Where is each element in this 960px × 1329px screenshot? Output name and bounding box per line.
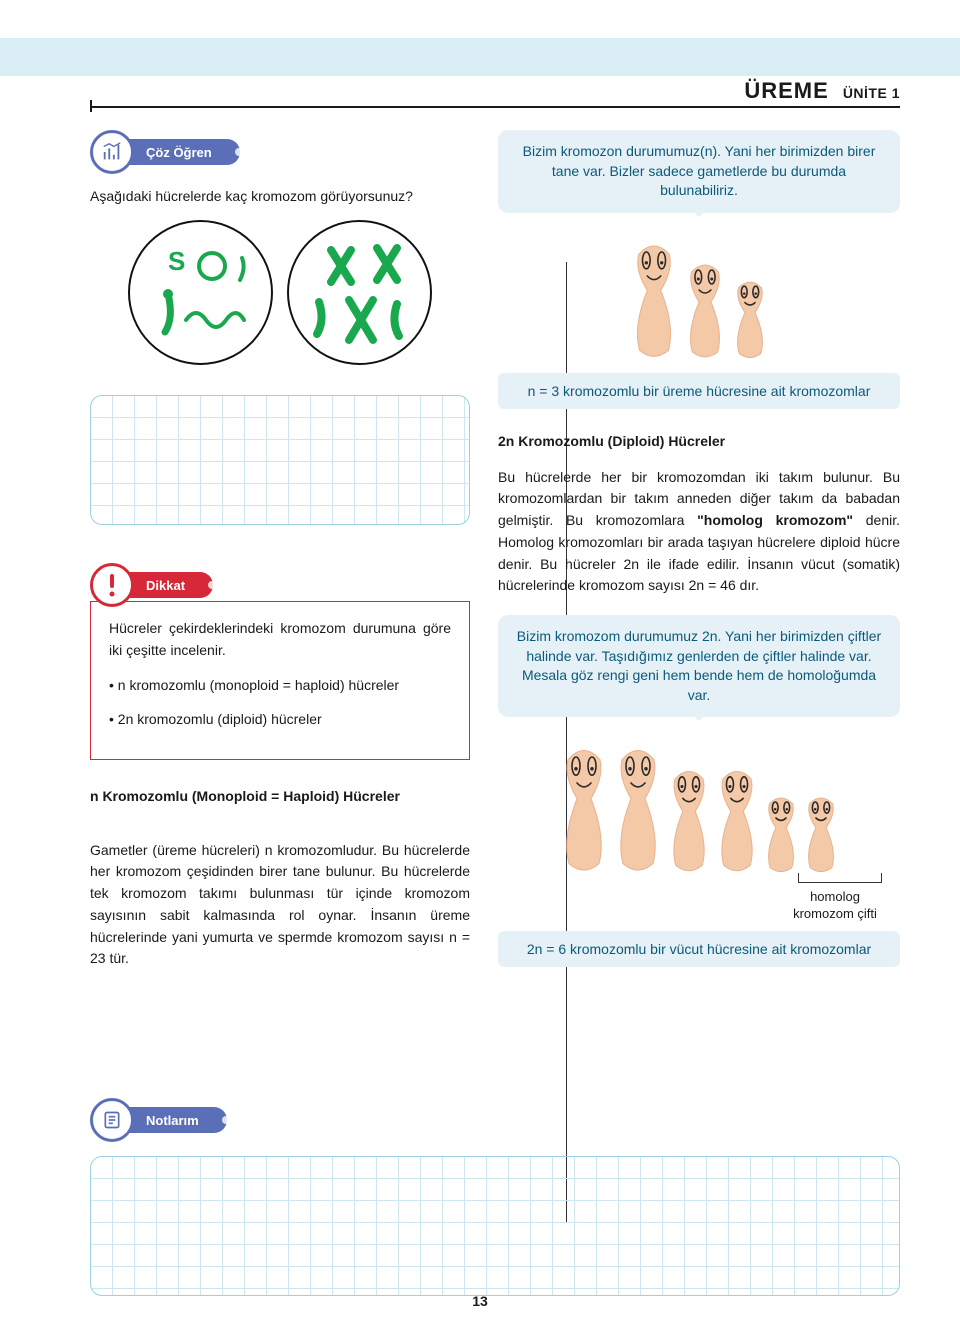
badge-coz-ogren: Çöz Öğren: [90, 130, 470, 174]
chromosome: [732, 278, 768, 365]
notes-section: Notlarım: [90, 1098, 900, 1296]
d-heading: 2n Kromozomlu (Diploid) Hücreler: [498, 433, 900, 449]
n-body: Gametler (üreme hücreleri) n kromozomlud…: [90, 840, 470, 970]
left-column: Çöz Öğren Aşağıdaki hücrelerde kaç kromo…: [90, 130, 470, 1220]
header-unit: ÜNİTE 1: [843, 85, 900, 101]
dikkat-bullet-1: • n kromozomlu (monoploid = haploid) hüc…: [109, 675, 451, 697]
cell-1: S: [128, 220, 273, 365]
chromosome: [667, 766, 711, 879]
d-body: Bu hücrelerde her bir kromozomdan iki ta…: [498, 467, 900, 597]
chromosome: [715, 766, 759, 879]
notes-grid[interactable]: [90, 1156, 900, 1296]
page-content: Çöz Öğren Aşağıdaki hücrelerde kaç kromo…: [90, 130, 900, 1220]
chromosome: [559, 744, 609, 879]
badge-notlarim: Notlarım: [90, 1098, 900, 1142]
chromosome: [684, 260, 726, 365]
dikkat-box: Hücreler çekirdeklerindeki kromozom duru…: [90, 601, 470, 760]
question-text: Aşağıdaki hücrelerde kaç kromozom görüyo…: [90, 188, 470, 204]
header-tick: [90, 100, 92, 112]
dikkat-intro: Hücreler çekirdeklerindeki kromozom duru…: [109, 618, 451, 661]
chromosome: [613, 744, 663, 879]
page-number: 13: [472, 1293, 488, 1309]
notes-icon: [90, 1098, 134, 1142]
homolog-label: homolog kromozom çifti: [770, 889, 900, 923]
chromosome: [803, 794, 839, 879]
chromo-row-n3: [498, 225, 900, 365]
chromosome: [630, 240, 678, 365]
header-rule: [90, 106, 900, 108]
caption-d6: 2n = 6 kromozomlu bir vücut hücresine ai…: [498, 931, 900, 967]
cell-2: [287, 220, 432, 365]
answer-grid[interactable]: [90, 395, 470, 525]
exclamation-icon: [90, 563, 134, 607]
dikkat-bullet-2: • 2n kromozomlu (diploid) hücreler: [109, 709, 451, 731]
n-heading: n Kromozomlu (Monoploid = Haploid) Hücre…: [90, 788, 470, 804]
caption-n3: n = 3 kromozomlu bir üreme hücresine ait…: [498, 373, 900, 409]
bubble-2n: Bizim kromozom durumumuz 2n. Yani her bi…: [498, 615, 900, 717]
homolog-bracket: [798, 873, 882, 883]
svg-text:S: S: [168, 246, 185, 276]
chart-icon: [90, 130, 134, 174]
chromo-row-d6: [498, 729, 900, 879]
cells-diagram: S: [90, 220, 470, 365]
top-banner: [0, 38, 960, 76]
header-title: ÜREME: [744, 78, 828, 104]
chromosome: [763, 794, 799, 879]
header-bar: ÜREME ÜNİTE 1: [744, 78, 900, 104]
d-body-bold: "homolog kromozom": [697, 512, 853, 528]
bubble-n: Bizim kromozon durumumuz(n). Yani her bi…: [498, 130, 900, 213]
right-column: Bizim kromozon durumumuz(n). Yani her bi…: [498, 130, 900, 1220]
